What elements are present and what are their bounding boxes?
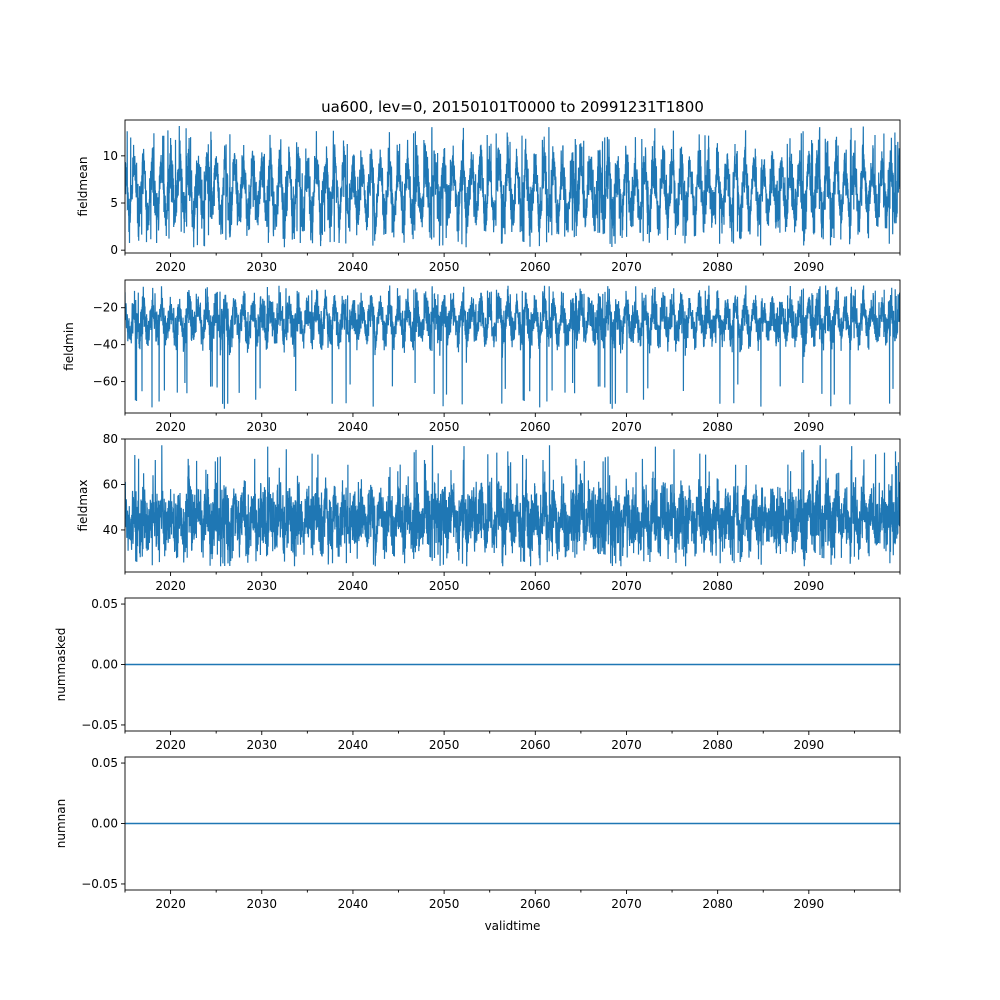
y-tick-label: −60 — [93, 375, 118, 389]
x-tick-label: 2050 — [429, 260, 460, 274]
x-tick-label: 2050 — [429, 738, 460, 752]
y-axis-label: fieldmax — [76, 479, 90, 531]
x-tick-label: 2080 — [702, 738, 733, 752]
x-tick-label: 2080 — [702, 260, 733, 274]
y-tick-label: −0.05 — [81, 877, 118, 891]
x-tick-label: 2090 — [794, 897, 825, 911]
y-tick-label: −0.05 — [81, 718, 118, 732]
y-tick-label: −40 — [93, 338, 118, 352]
y-axis-label: fieldmin — [62, 322, 76, 371]
x-tick-label: 2030 — [246, 579, 277, 593]
subplot-fieldmean: 0 5 10 2020 2030 2040 2050 2060 2070 2080 2090 fiel… — [76, 98, 901, 274]
y-axis-label: nummasked — [54, 628, 68, 702]
x-tick-label: 2040 — [338, 579, 369, 593]
series-line — [125, 445, 900, 567]
series-line — [125, 285, 900, 409]
x-tick-label: 2020 — [155, 738, 186, 752]
axes-frame — [124, 119, 901, 254]
axes-frame — [124, 438, 901, 573]
y-tick-label: −20 — [93, 301, 118, 315]
x-tick-label: 2090 — [794, 260, 825, 274]
x-tick-label: 2050 — [429, 420, 460, 434]
x-tick-label: 2020 — [155, 897, 186, 911]
x-tick-label: 2030 — [246, 260, 277, 274]
x-tick-label: 2020 — [155, 579, 186, 593]
y-tick-label: 80 — [103, 432, 118, 446]
x-tick-label: 2090 — [794, 420, 825, 434]
y-tick-label: 0 — [110, 243, 118, 257]
subplot-nummasked: 0.05 0.00 −0.05 2020 2030 2040 2050 2060 2070 208… — [54, 597, 901, 752]
x-tick-label: 2080 — [702, 579, 733, 593]
x-tick-label: 2060 — [520, 738, 551, 752]
x-tick-label: 2050 — [429, 579, 460, 593]
y-tick-label: 5 — [110, 196, 118, 210]
subplot-numnan: 0.05 0.00 −0.05 2020 2030 2040 2050 2060 2070 208… — [54, 756, 901, 933]
y-tick-label: 40 — [103, 523, 118, 537]
x-tick-label: 2070 — [611, 897, 642, 911]
x-tick-label: 2070 — [611, 738, 642, 752]
x-tick-label: 2020 — [155, 260, 186, 274]
x-tick-label: 2090 — [794, 738, 825, 752]
x-tick-label: 2070 — [611, 260, 642, 274]
axes-frame — [124, 279, 901, 414]
y-axis-label: numnan — [54, 799, 68, 848]
x-tick-label: 2060 — [520, 579, 551, 593]
y-tick-label: 0.05 — [91, 756, 118, 770]
x-tick-label: 2060 — [520, 420, 551, 434]
x-tick-label: 2060 — [520, 897, 551, 911]
subplot-fieldmax: 40 60 80 2020 2030 2040 2050 2060 2070 2080 2090 fi… — [76, 432, 901, 593]
x-tick-label: 2080 — [702, 897, 733, 911]
y-axis-label: fieldmean — [76, 157, 90, 217]
y-tick-label: 0.00 — [91, 817, 118, 831]
chart-title: ua600, lev=0, 20150101T0000 to 20991231T… — [321, 98, 704, 116]
x-tick-label: 2040 — [338, 420, 369, 434]
x-tick-label: 2040 — [338, 897, 369, 911]
x-tick-label: 2030 — [246, 420, 277, 434]
series-line — [125, 125, 900, 248]
x-tick-label: 2080 — [702, 420, 733, 434]
y-tick-label: 0.00 — [91, 658, 118, 672]
x-tick-label: 2030 — [246, 897, 277, 911]
x-tick-label: 2090 — [794, 579, 825, 593]
x-tick-label: 2070 — [611, 420, 642, 434]
y-tick-label: 0.05 — [91, 597, 118, 611]
y-tick-label: 60 — [103, 477, 118, 491]
subplot-fieldmin: −20 −40 −60 2020 2030 2040 2050 2060 2070 2080 209… — [62, 279, 901, 434]
x-tick-label: 2030 — [246, 738, 277, 752]
x-tick-label: 2070 — [611, 579, 642, 593]
y-tick-label: 10 — [103, 149, 118, 163]
x-axis-label: validtime — [485, 919, 541, 933]
x-tick-label: 2020 — [155, 420, 186, 434]
x-tick-label: 2040 — [338, 738, 369, 752]
x-tick-label: 2060 — [520, 260, 551, 274]
x-tick-label: 2040 — [338, 260, 369, 274]
x-tick-label: 2050 — [429, 897, 460, 911]
